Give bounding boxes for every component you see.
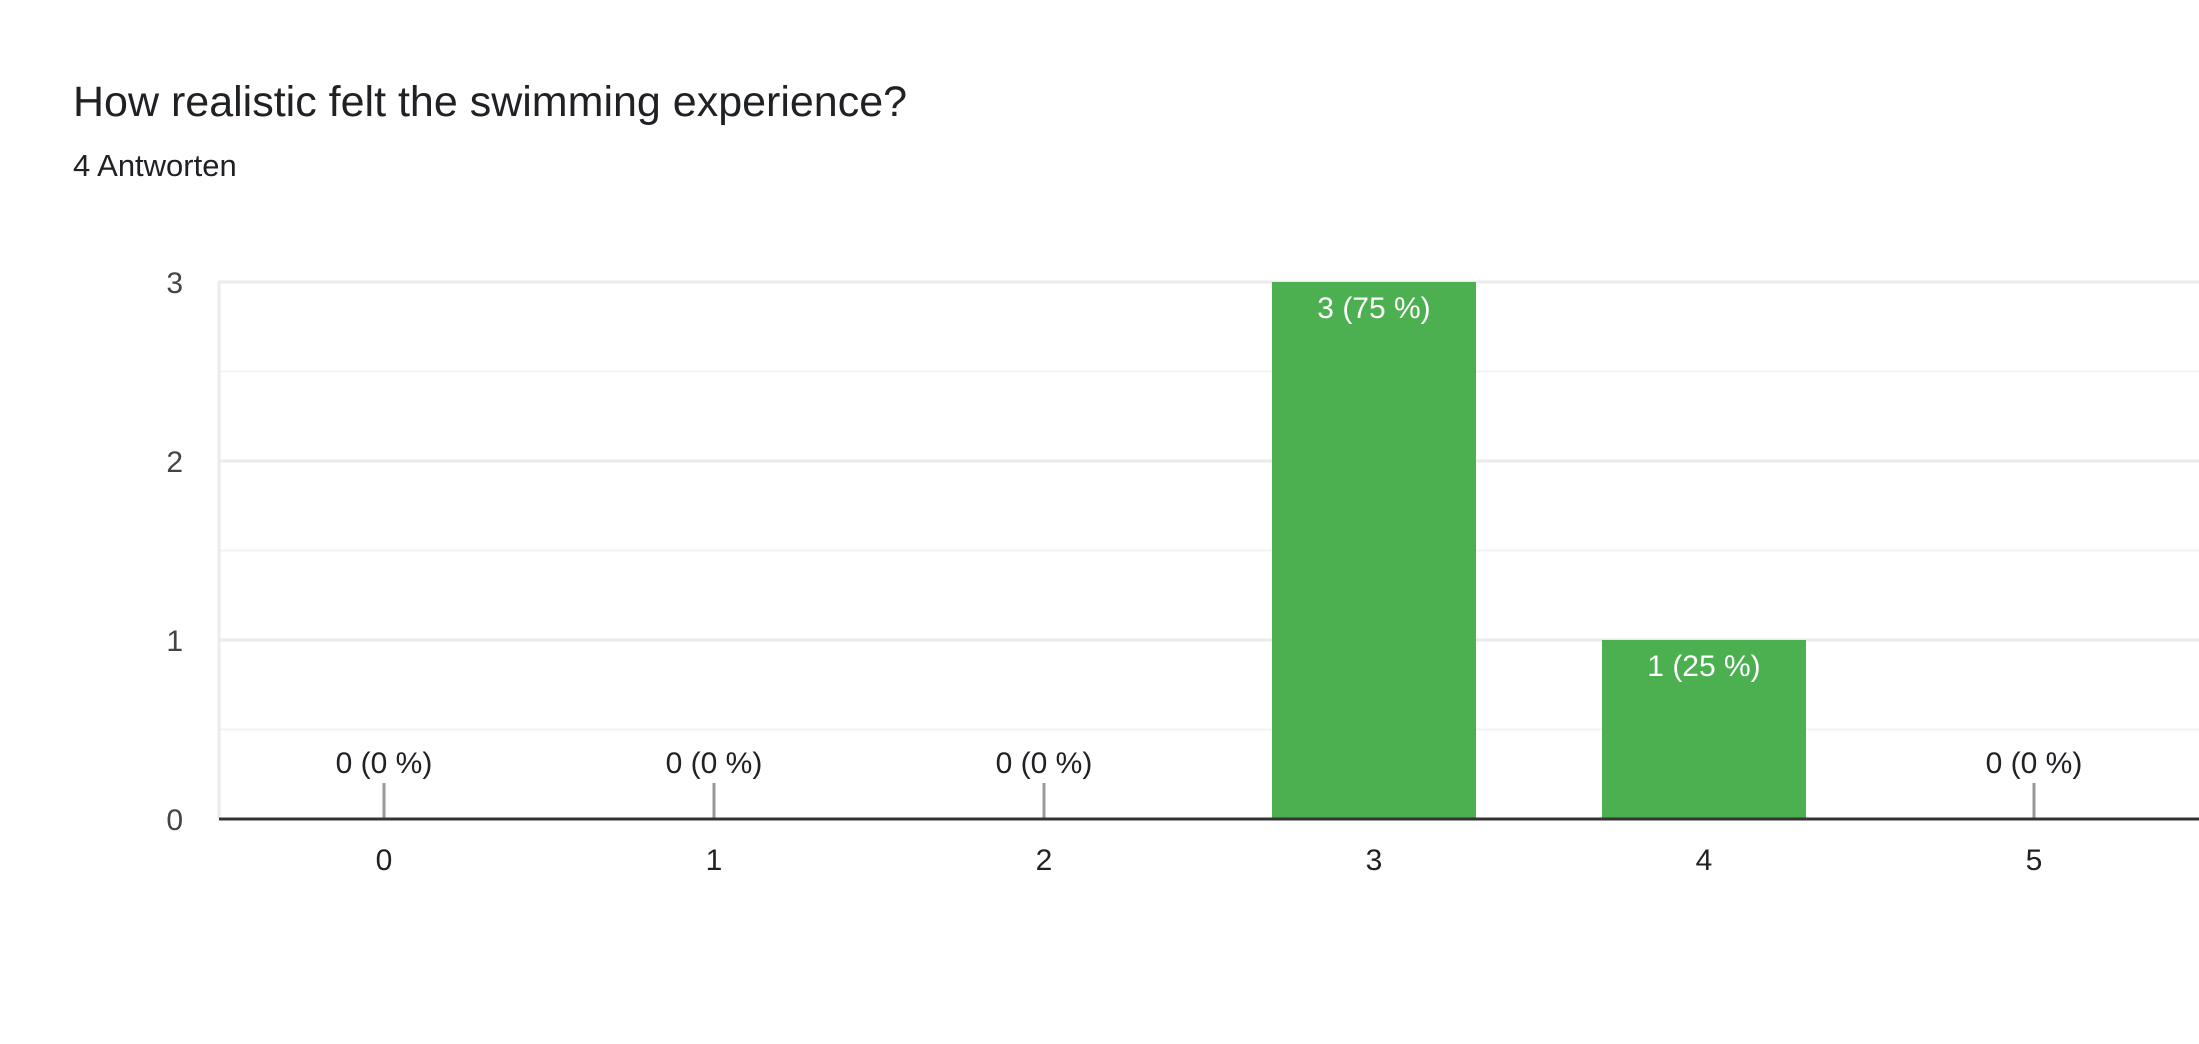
data-label: 3 (75 %) (1317, 292, 1430, 325)
response-count: 4 Antworten (73, 148, 237, 183)
x-tick-label: 1 (706, 844, 723, 877)
bar (1272, 282, 1476, 819)
x-tick-label: 4 (1696, 844, 1713, 877)
data-label: 0 (0 %) (996, 747, 1093, 780)
x-tick-label: 5 (2026, 844, 2043, 877)
x-tick-label: 3 (1366, 844, 1383, 877)
y-tick-label: 2 (166, 446, 183, 479)
data-label: 0 (0 %) (666, 747, 763, 780)
y-tick-label: 1 (166, 625, 183, 658)
data-label: 0 (0 %) (336, 747, 433, 780)
data-label: 1 (25 %) (1647, 650, 1760, 683)
bar (1602, 640, 1806, 819)
data-label: 0 (0 %) (1986, 747, 2083, 780)
chart-title: How realistic felt the swimming experien… (73, 78, 908, 126)
y-tick-label: 0 (166, 804, 183, 837)
y-tick-label: 3 (166, 267, 183, 300)
x-tick-label: 0 (376, 844, 393, 877)
x-tick-label: 2 (1036, 844, 1053, 877)
